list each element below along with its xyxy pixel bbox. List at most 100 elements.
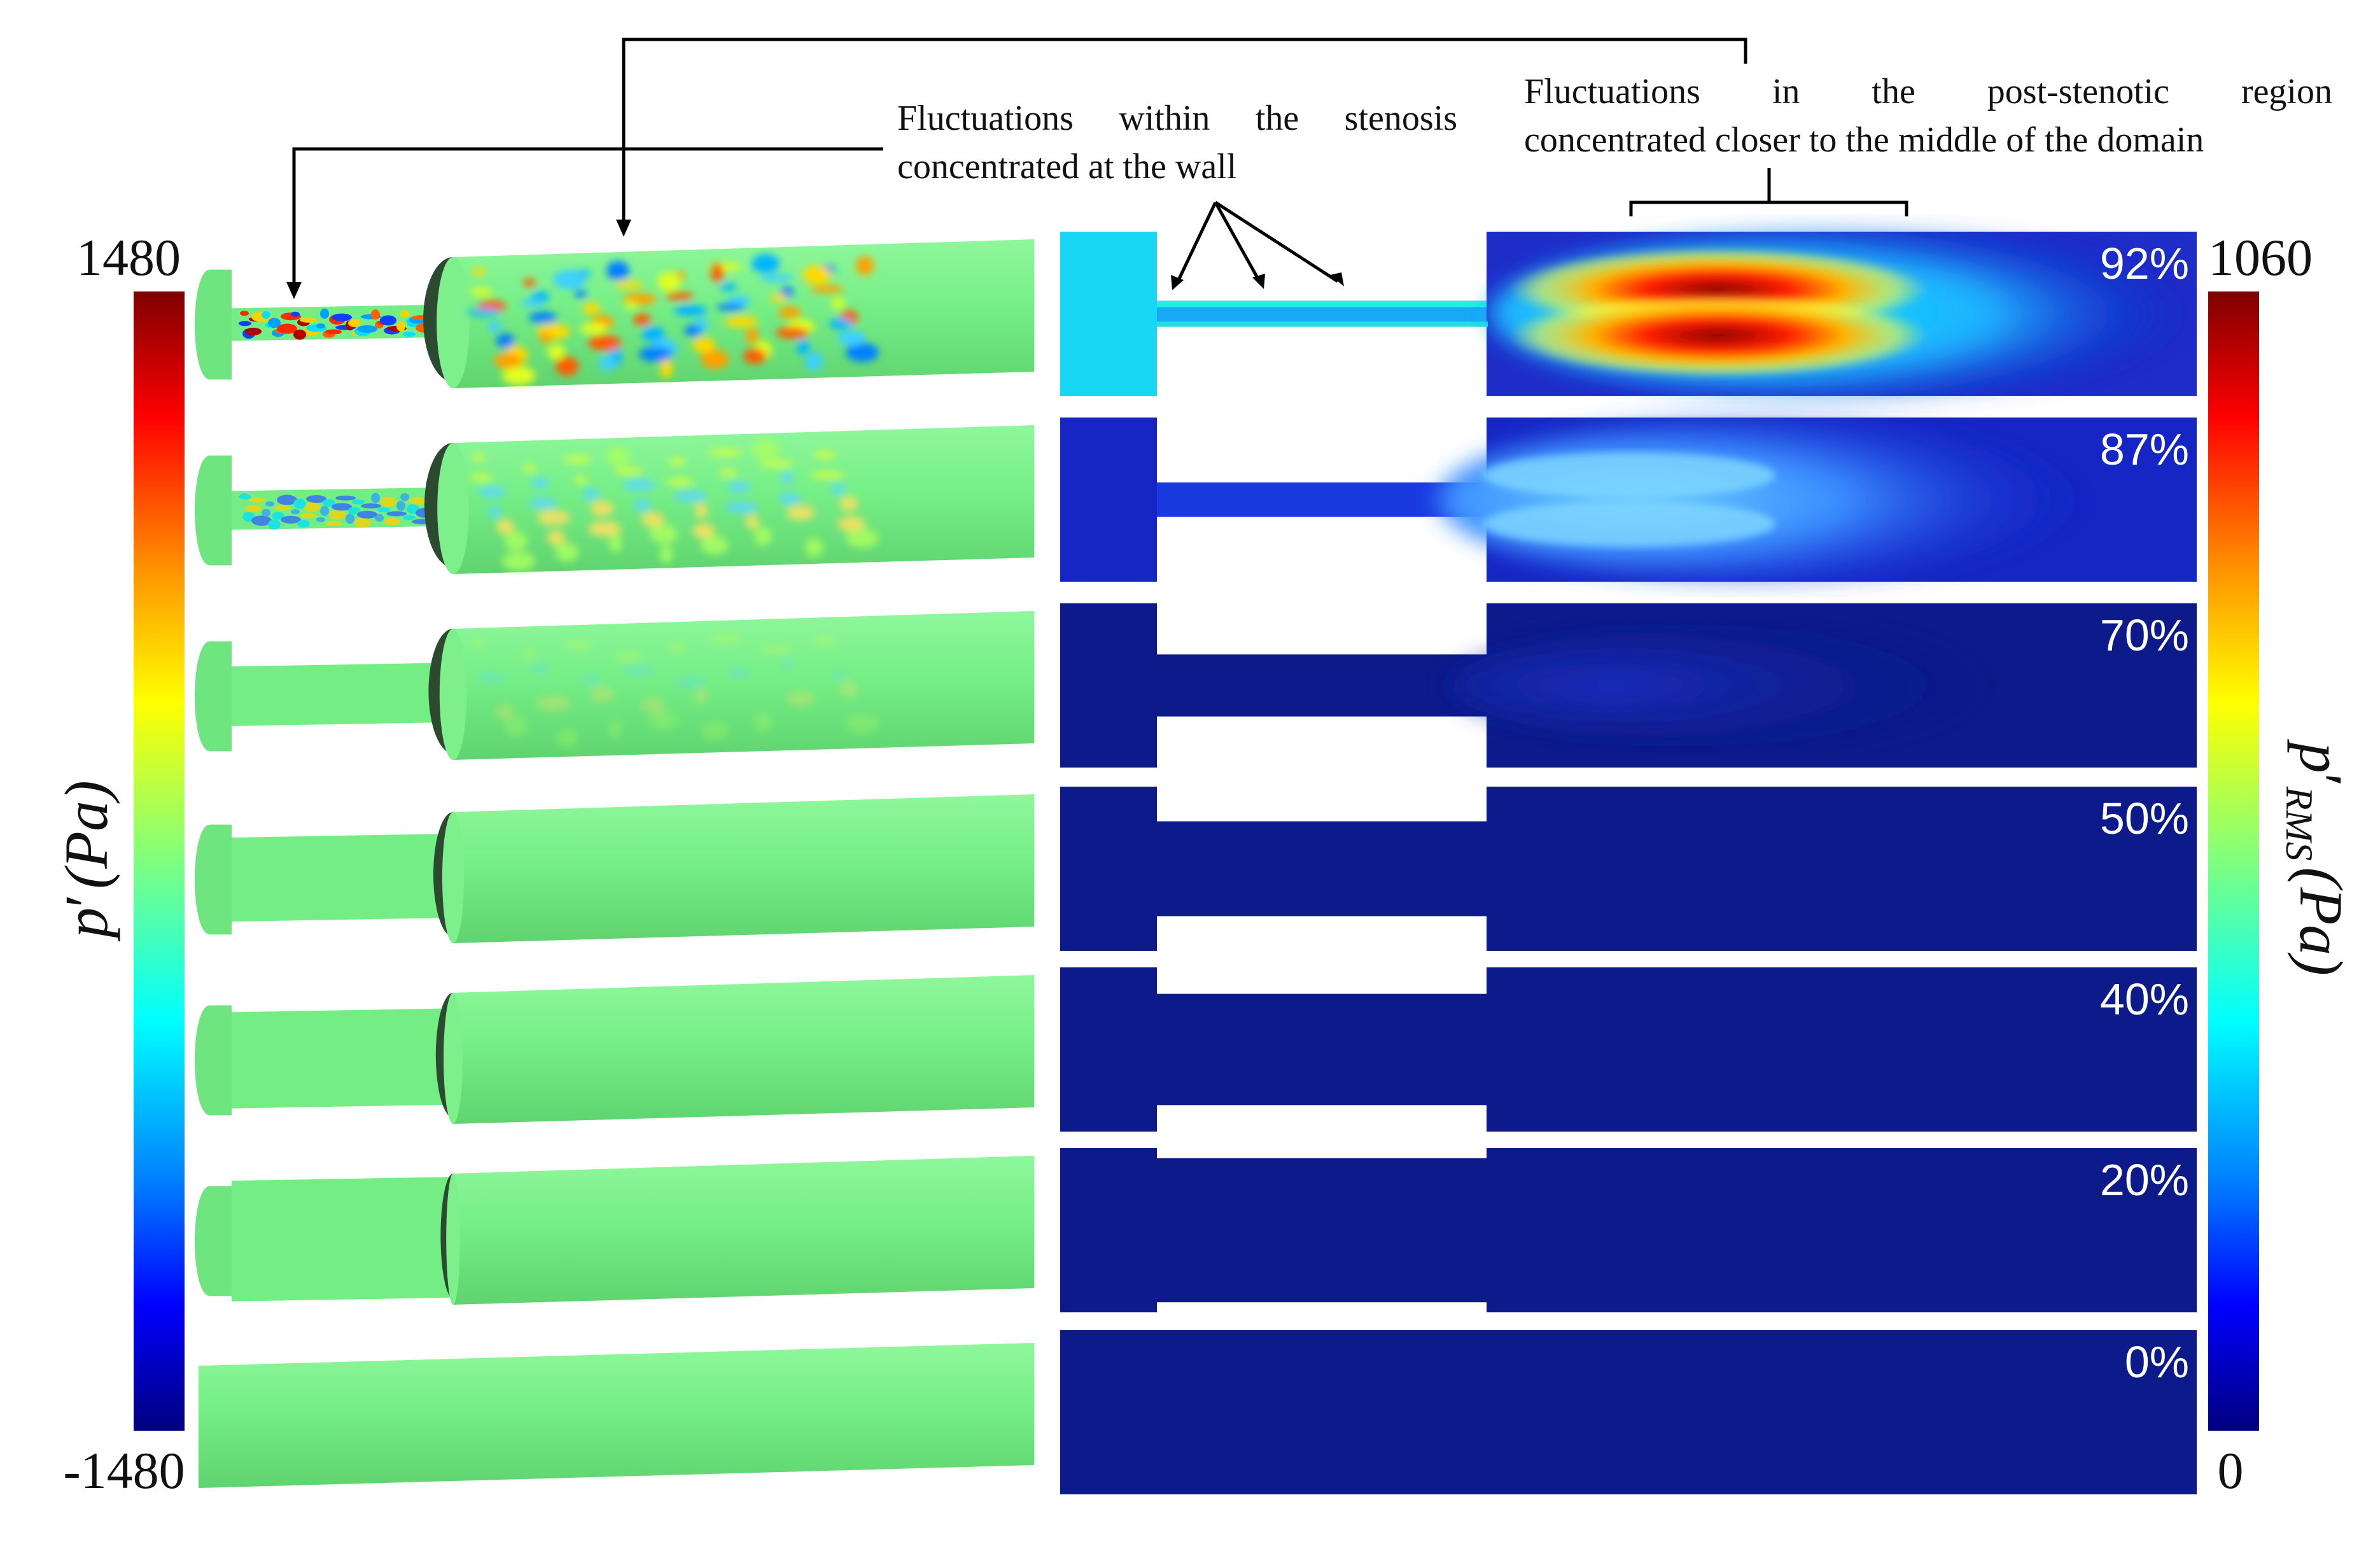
vessel-row [199, 1343, 1034, 1488]
wall-arrow-3 [1214, 200, 1339, 283]
annotation-wall-fluctuations: Fluctuations within the stenosis concent… [897, 94, 1457, 191]
vessel-tube [453, 794, 1034, 943]
vessel-inlet-cap [195, 455, 232, 566]
annotation-post-line2: concentrated closer to the middle of the… [1524, 120, 2204, 160]
vessel-tube [453, 611, 1034, 760]
wall-arrowhead-2 [1252, 274, 1265, 289]
stenosis-wall-bottom [1157, 326, 1487, 397]
tube-fluctuations [470, 440, 879, 571]
left-colorbar-label: p′(Pa) [52, 780, 120, 942]
vessel-tube [453, 239, 1034, 388]
vessel-tube-front-face [446, 1174, 460, 1305]
vessel-throat [232, 663, 453, 726]
stenosis-wall-top [1157, 785, 1487, 822]
vessel-tube-front-face [442, 812, 465, 943]
post-bracket [1629, 200, 1908, 216]
stenosis-wall-top [1157, 966, 1487, 994]
vessel-column [195, 239, 1034, 1488]
vessel-inlet-cap [195, 1005, 232, 1116]
annotation-wall-line1: Fluctuations within the stenosis [897, 99, 1457, 138]
left-colorbar-max: 1480 [76, 228, 181, 286]
left-colorbar-min: -1480 [63, 1442, 185, 1499]
section-panel: 87% [1060, 416, 2197, 583]
throat-wall-fluct [1157, 321, 1488, 327]
vessel-tube-front-face [439, 629, 467, 760]
section-background [1060, 967, 2197, 1132]
tube-fluctuations [472, 635, 879, 748]
jet-lower-lobe [1508, 293, 1928, 377]
post-stenotic-jet [1438, 418, 2100, 581]
vessel-inlet-cap [195, 1186, 232, 1296]
wall-arrow-2 [1214, 201, 1261, 281]
throat-wall-fluct [1157, 300, 1487, 307]
stenosis-wall-top [1157, 1147, 1487, 1158]
vessel-row [195, 975, 1034, 1124]
stenosis-connector [292, 147, 883, 290]
occlusion-label: 20% [2100, 1155, 2189, 1205]
occlusion-label: 87% [2100, 425, 2189, 474]
vessel-row [195, 425, 1034, 574]
section-panel: 40% [1060, 966, 2197, 1133]
stenosis-wall-top [1157, 602, 1487, 655]
vessel-tube-front-face [437, 257, 470, 388]
right-colorbar-gradient [2208, 291, 2259, 1431]
right-colorbar: 1060 0 p′RMS(Pa) [2208, 228, 2355, 1499]
throat-fluctuations [239, 308, 436, 340]
tube-fluctuations [467, 254, 879, 385]
stenosis-wall-bottom [1157, 716, 1487, 769]
vessel-row [195, 1156, 1034, 1305]
post-stenotic-jet [1451, 628, 1985, 743]
right-colorbar-label: p′RMS(Pa) [2278, 739, 2355, 976]
occlusion-label: 70% [2100, 610, 2189, 660]
left-colorbar-gradient [134, 291, 185, 1431]
wall-arrowhead-1 [1171, 275, 1184, 290]
occlusion-label: 92% [2100, 239, 2189, 288]
section-panel: 20% [1060, 1147, 2197, 1314]
occlusion-label: 0% [2125, 1337, 2189, 1387]
stenosis-wall-bottom [1157, 1105, 1487, 1133]
top-connector [622, 38, 1747, 228]
vessel-tube [453, 1156, 1034, 1305]
annotation-post-line1: Fluctuations in the post-stenotic region [1524, 72, 2332, 111]
section-panel: 70% [1060, 602, 2197, 769]
vessel-tube [453, 425, 1034, 574]
post-stenotic-jet [1489, 231, 2202, 397]
throat-flow [1157, 482, 1487, 517]
vessel-tube-front-face [437, 443, 469, 574]
wall-arrow-1 [1177, 201, 1217, 281]
section-background [1060, 1330, 2197, 1494]
vessel-tube-front-face [444, 993, 463, 1124]
occlusion-label: 50% [2100, 794, 2189, 843]
stenosis-wall-bottom [1157, 916, 1487, 952]
vessel-inlet-cap [195, 824, 232, 935]
vessel-row [195, 239, 1034, 388]
occlusion-label: 40% [2100, 974, 2189, 1024]
stenosis-wall-bottom [1157, 516, 1487, 583]
inlet-region [1060, 232, 1157, 396]
annotation-wall-line2: concentrated at the wall [897, 147, 1237, 186]
section-panel: 50% [1060, 785, 2197, 952]
stenosis-wall-top [1157, 230, 1487, 301]
annotation-connectors [286, 38, 1908, 299]
vessel-inlet-cap [195, 641, 232, 752]
vessel-row [195, 794, 1034, 943]
annotation-post-stenotic: Fluctuations in the post-stenotic region… [1524, 67, 2332, 164]
right-colorbar-min: 0 [2218, 1442, 2244, 1499]
stenosis-connector-arrowhead [286, 282, 302, 299]
vessel-tube [453, 975, 1034, 1124]
stenosis-wall-bottom [1157, 1302, 1487, 1314]
stenosis-wall-top [1157, 416, 1487, 483]
vessel-throat [232, 834, 453, 922]
left-colorbar: 1480 -1480 p′(Pa) [52, 228, 185, 1499]
vessel-throat [232, 1008, 453, 1109]
vessel-row [195, 611, 1034, 760]
right-colorbar-max: 1060 [2208, 228, 2313, 286]
top-connector-arrowhead [616, 220, 631, 237]
section-background [1060, 1148, 2197, 1312]
section-column: 92% 87% 70% 50% 40% 20% 0% [1060, 230, 2202, 1494]
vessel-tube [199, 1343, 1034, 1488]
vessel-throat [232, 1177, 453, 1302]
wall-arrowhead-3 [1330, 272, 1344, 286]
vessel-inlet-cap [195, 269, 232, 380]
